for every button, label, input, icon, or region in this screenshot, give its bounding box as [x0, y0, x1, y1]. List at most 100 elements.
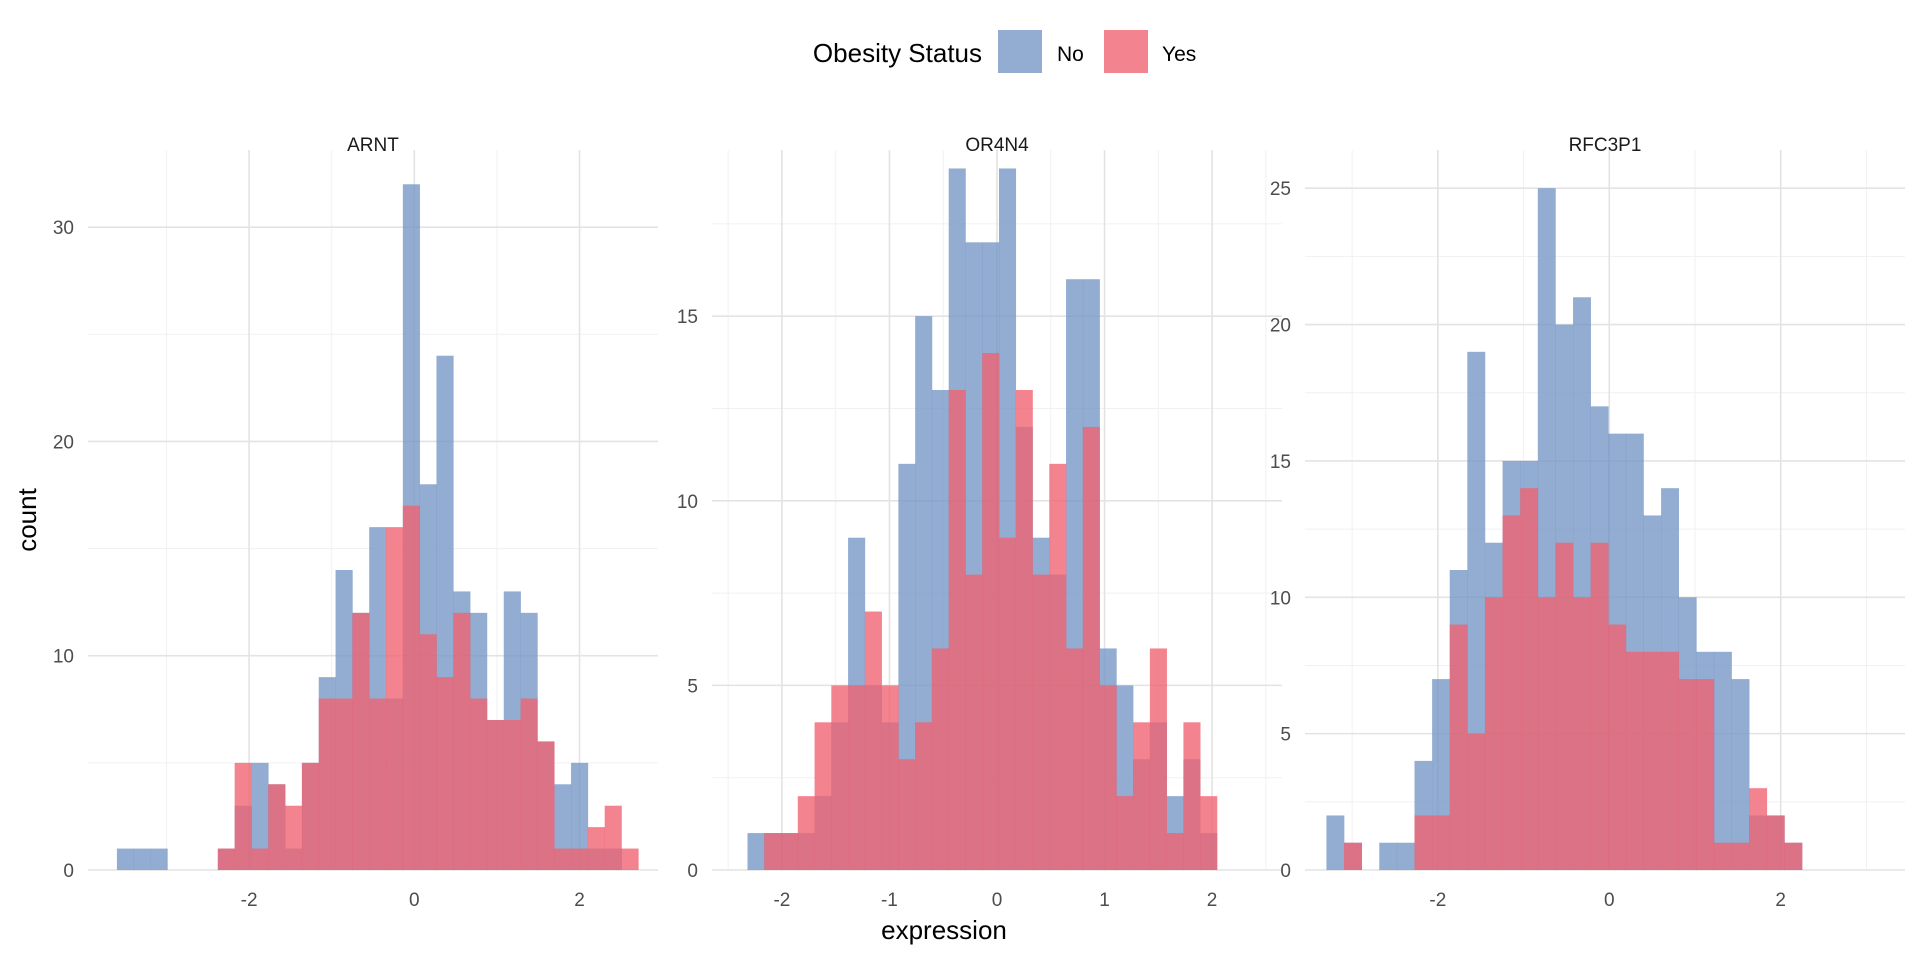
- x-tick-label: 2: [1207, 890, 1218, 911]
- legend-key-no: [998, 30, 1042, 73]
- bar-yes: [864, 611, 882, 870]
- y-tick-label: 0: [63, 861, 74, 882]
- bar-no: [1713, 651, 1732, 870]
- bar-yes: [587, 827, 605, 870]
- legend: Obesity Status No Yes: [813, 30, 1196, 73]
- x-tick-label: 0: [409, 890, 420, 911]
- y-tick-label: 25: [1270, 179, 1291, 200]
- y-tick-label: 0: [687, 861, 698, 882]
- bar-no: [571, 762, 589, 870]
- y-tick-label: 20: [1270, 316, 1291, 337]
- bar-yes: [1099, 685, 1117, 870]
- bar-yes: [554, 848, 572, 870]
- bar-yes: [1520, 488, 1539, 870]
- bar-yes: [1032, 574, 1050, 870]
- bar-yes: [285, 805, 303, 870]
- x-tick-label: 2: [1775, 890, 1786, 911]
- bar-yes: [881, 685, 899, 870]
- bar-yes: [1449, 624, 1468, 870]
- bar-yes: [915, 722, 933, 870]
- y-axis-title: count: [12, 487, 42, 551]
- bar-yes: [419, 634, 437, 870]
- bar-yes: [470, 698, 488, 870]
- bar-yes: [503, 720, 521, 870]
- bar-no: [1326, 815, 1345, 870]
- bar-yes: [1555, 542, 1574, 870]
- bar-yes: [1731, 842, 1750, 870]
- series-yes: [217, 505, 639, 870]
- bar-yes: [1590, 542, 1609, 870]
- bar-yes: [1066, 648, 1084, 870]
- y-tick-label: 10: [53, 647, 74, 668]
- bar-yes: [764, 833, 782, 870]
- bar-yes: [931, 648, 949, 870]
- bar-yes: [571, 848, 589, 870]
- bar-yes: [301, 762, 320, 870]
- bar-yes: [1133, 722, 1151, 870]
- bar-yes: [335, 698, 353, 870]
- bar-yes: [352, 612, 370, 870]
- bar-yes: [621, 848, 639, 870]
- bar-yes: [948, 390, 966, 870]
- bar-no: [747, 833, 765, 870]
- x-axis-title: expression: [881, 915, 1007, 945]
- bar-no: [251, 762, 269, 870]
- bar-yes: [1414, 815, 1433, 870]
- bar-yes: [965, 574, 983, 870]
- bar-no: [133, 848, 151, 870]
- bar-yes: [251, 848, 269, 870]
- bar-yes: [386, 527, 404, 870]
- bar-yes: [797, 796, 815, 870]
- bar-yes: [1049, 463, 1067, 870]
- bar-yes: [486, 720, 505, 870]
- y-tick-label: 5: [687, 676, 698, 697]
- series-yes: [764, 353, 1218, 871]
- bar-yes: [369, 698, 387, 870]
- y-tick-label: 15: [1270, 452, 1291, 473]
- bar-yes: [982, 353, 1000, 871]
- bar-yes: [1713, 842, 1732, 870]
- bar-yes: [1573, 597, 1591, 870]
- x-tick-label: 1: [1099, 890, 1110, 911]
- bar-no: [1396, 842, 1415, 870]
- bar-yes: [998, 537, 1017, 870]
- bar-yes: [1467, 733, 1486, 870]
- bar-yes: [814, 722, 832, 870]
- legend-label-no: No: [1057, 43, 1084, 66]
- bar-yes: [1608, 624, 1627, 870]
- bar-yes: [1432, 815, 1451, 870]
- y-tick-label: 20: [53, 432, 74, 453]
- bar-yes: [1149, 648, 1167, 870]
- y-tick-label: 5: [1280, 725, 1291, 746]
- bar-yes: [268, 784, 286, 870]
- bar-yes: [1344, 842, 1362, 870]
- bar-yes: [453, 612, 471, 870]
- bar-yes: [1678, 679, 1697, 870]
- bar-yes: [898, 759, 916, 870]
- bar-no: [1731, 679, 1750, 870]
- bar-yes: [1166, 833, 1184, 870]
- panel-or4n4: OR4N4 -2 -1 0 1 2 0 5 10 15: [677, 135, 1282, 911]
- bar-yes: [1784, 842, 1803, 870]
- bar-yes: [217, 848, 235, 870]
- bar-yes: [1502, 515, 1521, 870]
- x-tick-label: -2: [241, 890, 258, 911]
- y-tick-label: 15: [677, 307, 698, 328]
- bar-yes: [1766, 815, 1785, 870]
- bar-yes: [1116, 796, 1134, 870]
- legend-title: Obesity Status: [813, 38, 982, 68]
- bar-yes: [537, 741, 555, 870]
- bar-no: [1379, 842, 1398, 870]
- y-tick-label: 0: [1280, 861, 1291, 882]
- panel-title: OR4N4: [965, 135, 1029, 156]
- bar-yes: [234, 762, 252, 870]
- bar-yes: [402, 505, 420, 870]
- x-tick-label: -2: [773, 890, 790, 911]
- bar-yes: [436, 677, 454, 870]
- bar-yes: [1015, 390, 1033, 870]
- panel-title: ARNT: [347, 135, 399, 156]
- bar-yes: [831, 685, 849, 870]
